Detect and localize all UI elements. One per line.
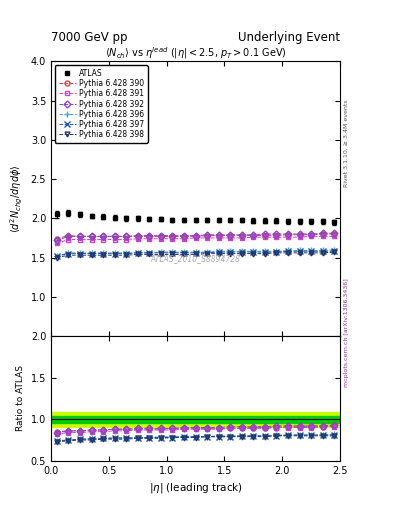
Title: $\langle N_{ch}\rangle$ vs $\eta^{lead}$ ($|\eta| < 2.5$, $p_T > 0.1$ GeV): $\langle N_{ch}\rangle$ vs $\eta^{lead}$… <box>105 46 286 61</box>
Text: Underlying Event: Underlying Event <box>238 31 340 44</box>
X-axis label: $|\eta|$ (leading track): $|\eta|$ (leading track) <box>149 481 242 495</box>
Text: mcplots.cern.ch [arXiv:1306.3436]: mcplots.cern.ch [arXiv:1306.3436] <box>344 279 349 387</box>
Bar <box>51 412 340 426</box>
Text: 7000 GeV pp: 7000 GeV pp <box>51 31 128 44</box>
Y-axis label: Ratio to ATLAS: Ratio to ATLAS <box>16 366 25 432</box>
Y-axis label: $\langle d^2 N_{chg}/d\eta d\phi\rangle$: $\langle d^2 N_{chg}/d\eta d\phi\rangle$ <box>9 164 25 233</box>
Legend: ATLAS, Pythia 6.428 390, Pythia 6.428 391, Pythia 6.428 392, Pythia 6.428 396, P: ATLAS, Pythia 6.428 390, Pythia 6.428 39… <box>55 65 147 143</box>
Text: Rivet 3.1.10, ≥ 3.4M events: Rivet 3.1.10, ≥ 3.4M events <box>344 99 349 187</box>
Bar <box>51 416 340 422</box>
Text: ATLAS_2010_S8894728: ATLAS_2010_S8894728 <box>151 254 241 264</box>
